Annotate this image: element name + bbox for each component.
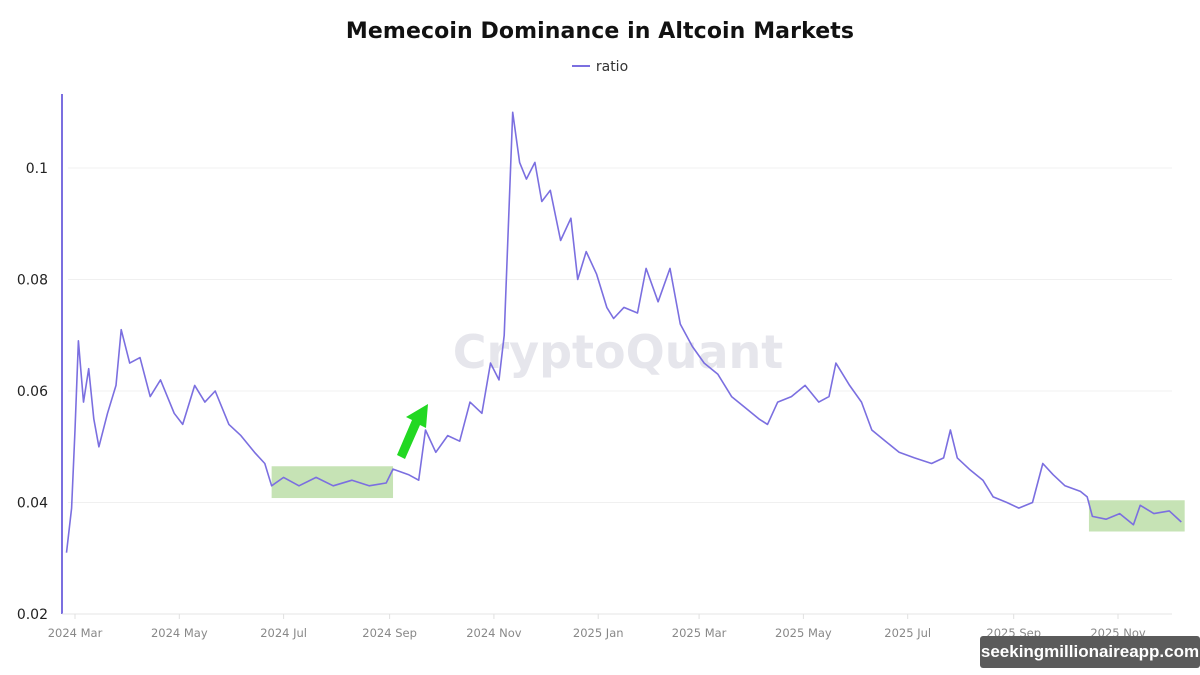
- x-tick-label: 2024 Nov: [466, 626, 522, 640]
- chart-legend[interactable]: ratio: [0, 59, 1200, 75]
- y-tick-label: 0.08: [17, 273, 48, 289]
- x-tick-label: 2025 May: [775, 626, 832, 640]
- attribution-badge: seekingmillionaireapp.com: [980, 636, 1200, 668]
- watermark-text: CryptoQuant: [453, 325, 784, 379]
- x-axis-ticks: 2024 Mar 2024 May 2024 Jul 2024 Sep 2024 Nov…: [48, 614, 1146, 640]
- arrow-icon: [397, 404, 428, 459]
- highlight-boxes: [271, 466, 1185, 532]
- highlight-box: [271, 466, 394, 499]
- grid-lines: [68, 167, 1172, 503]
- x-tick-label: 2024 May: [151, 626, 208, 640]
- y-tick-label: 0.02: [17, 607, 48, 623]
- y-axis-ticks: 0.02 0.04 0.06 0.08 0.1: [17, 161, 48, 623]
- legend-swatch-ratio: [571, 65, 590, 67]
- x-tick-label: 2025 Jan: [573, 626, 624, 640]
- y-tick-label: 0.1: [26, 161, 48, 177]
- series-line-ratio[interactable]: [65, 111, 1182, 553]
- legend-label-ratio: ratio: [595, 59, 629, 75]
- x-tick-label: 2025 Mar: [672, 626, 727, 640]
- x-tick-label: 2024 Sep: [362, 626, 417, 640]
- chart-title: Memecoin Dominance in Altcoin Markets: [345, 19, 855, 44]
- y-tick-label: 0.04: [17, 496, 48, 512]
- y-tick-label: 0.06: [17, 384, 48, 400]
- x-tick-label: 2025 Jul: [884, 626, 931, 640]
- x-tick-label: 2024 Jul: [260, 626, 307, 640]
- x-tick-label: 2024 Mar: [48, 626, 103, 640]
